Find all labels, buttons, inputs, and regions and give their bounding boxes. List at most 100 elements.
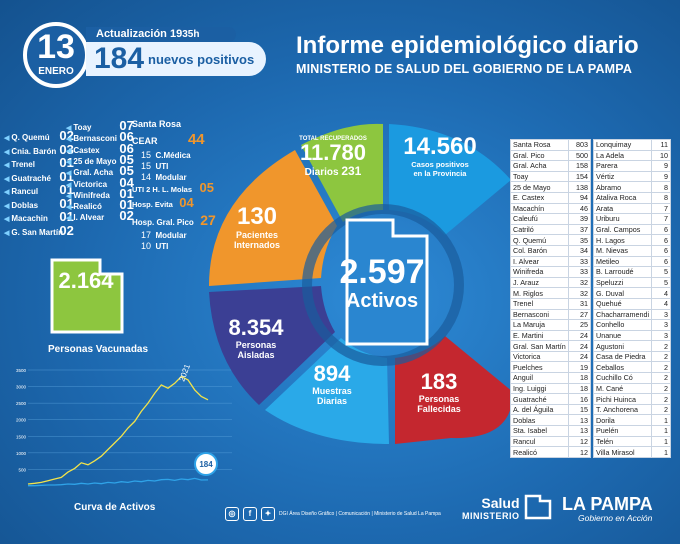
recovered-daily-label: Diarios [304, 167, 339, 178]
cases-cell: 5 [651, 276, 671, 289]
locality-name: Guatraché [11, 173, 51, 183]
table-row: J. Arauz 32 [510, 276, 591, 289]
bullet-icon: ◀ [4, 175, 10, 183]
cases-cell: 34 [568, 244, 591, 257]
cases-cell: 27 [568, 308, 591, 321]
locality-cell: Puelén [592, 425, 653, 437]
locality-cell: Rancul [510, 435, 569, 448]
bullet-icon: ◀ [4, 148, 10, 156]
table-row: Ing. Luiggi 18 [510, 382, 591, 395]
locality-value: 01 [119, 185, 134, 201]
table-row: Bernasconi 27 [510, 308, 591, 321]
locality-item: ◀ Castex 06 [66, 140, 134, 158]
isolated-label-1: Personas [235, 340, 277, 350]
twitter-icon[interactable]: ✦ [261, 507, 275, 521]
locality-cell: Conhello [592, 319, 653, 331]
cases-cell: 1 [651, 414, 671, 427]
table-row: Villa Mirasol 1 [592, 446, 671, 458]
locality-cell: Toay [510, 170, 569, 183]
cases-cell: 6 [651, 223, 671, 236]
cases-cell: 32 [568, 287, 591, 299]
hospitalized-label-2: Internados [233, 240, 280, 250]
bullet-icon: ◀ [66, 181, 72, 189]
modular1-row: 14 Modular [141, 167, 187, 185]
locality-cell: M. Cané [592, 382, 653, 395]
locality-cell: Macachín [510, 202, 569, 215]
page-title: Informe epidemiológico diario [296, 32, 639, 59]
bullet-icon: ◀ [66, 215, 72, 223]
locality-name: Realicó [73, 202, 102, 212]
localities-table-left: Santa Rosa 803 Gral. Pico 500 Gral. Acha 158 T… [510, 139, 591, 458]
locality-cell: Puelches [510, 361, 569, 374]
table-row: H. Lagos 6 [592, 234, 671, 246]
table-row: Doblas 13 [510, 414, 591, 427]
locality-item: ◀ Winifreda 01 [66, 185, 134, 203]
samples-text: 894 Muestras Diarias [292, 362, 372, 407]
cmedica-row: 15 C.Médica [141, 145, 191, 163]
locality-name: Cnia. Barón [11, 146, 57, 156]
cases-cell: 2 [651, 372, 671, 384]
locality-cell: Chacharramendi [592, 308, 653, 321]
table-row: Cuchillo Có 2 [592, 372, 671, 384]
molas-label: UTI 2 H. L. Molas [132, 185, 193, 194]
cear-value: 44 [187, 131, 205, 148]
locality-cell: Agustoni [592, 340, 653, 352]
deaths-text: 183 Personas Fallecidas [394, 370, 484, 415]
locality-value: 07 [119, 118, 134, 133]
instagram-icon[interactable]: ◎ [225, 507, 239, 521]
page-subtitle: MINISTERIO DE SALUD DEL GOBIERNO DE LA P… [296, 62, 633, 76]
cases-cell: 8 [651, 181, 671, 193]
cases-cell: 31 [568, 297, 591, 310]
locality-cell: Winifreda [510, 266, 569, 278]
table-row: Puelches 19 [510, 361, 591, 374]
locality-value: 01 [59, 195, 74, 211]
cases-cell: 9 [651, 170, 671, 183]
locality-cell: Gral. Acha [510, 160, 569, 172]
pico-value: 27 [200, 212, 216, 228]
locality-value: 04 [119, 174, 134, 190]
deaths-label-1: Personas [418, 394, 460, 404]
hospitalized-label-1: Pacientes [235, 230, 279, 240]
cmedica-value: 15 [141, 150, 152, 160]
locality-cell: I. Alvear [510, 255, 569, 268]
cases-cell: 94 [568, 191, 591, 204]
cases-cell: 25 [568, 319, 591, 331]
active-text: 2.597 Activos [322, 254, 442, 312]
locality-cell: Telén [592, 435, 653, 448]
locality-name: 25 de Mayo [73, 156, 117, 166]
locality-item: ◀ I. Alvear 02 [66, 207, 134, 225]
cases-cell: 2 [651, 382, 671, 395]
cases-cell: 138 [568, 181, 591, 193]
active-number: 2.597 [339, 253, 425, 291]
facebook-icon[interactable]: f [243, 507, 257, 521]
locality-item: ◀ Cnia. Barón 03 [4, 141, 74, 159]
locality-item: ◀ Rancul 01 [4, 181, 74, 199]
date-month: ENERO [38, 66, 74, 77]
cases-cell: 4 [651, 297, 671, 310]
cases-cell: 500 [568, 149, 591, 162]
locality-value: 05 [119, 163, 134, 179]
cases-cell: 13 [568, 414, 591, 427]
hospitalized-segment [209, 150, 337, 286]
cases-cell: 154 [568, 170, 591, 183]
table-row: Pichi Huinca 2 [592, 393, 671, 405]
locality-cell: H. Lagos [592, 234, 653, 246]
cases-cell: 2 [651, 361, 671, 374]
cases-cell: 37 [568, 223, 591, 236]
table-row: T. Anchorena 2 [592, 403, 671, 416]
y-tick-label: 2500 [16, 401, 27, 406]
cases-cell: 18 [568, 372, 591, 384]
pico-row: Hosp. Gral. Pico 27 [132, 212, 216, 230]
table-row: M. Nievas 6 [592, 244, 671, 257]
cases-cell: 24 [568, 350, 591, 363]
chart-last-value: 184 [199, 460, 213, 469]
isolated-segment [209, 286, 335, 405]
recovered-segment [301, 123, 383, 222]
isolated-number: 8.354 [228, 315, 284, 340]
bullet-icon: ◀ [4, 202, 10, 210]
locality-name: Bernasconi [73, 134, 117, 144]
date-day: 13 [37, 28, 75, 66]
bullet-icon: ◀ [4, 229, 10, 237]
center-map-icon [345, 218, 429, 346]
